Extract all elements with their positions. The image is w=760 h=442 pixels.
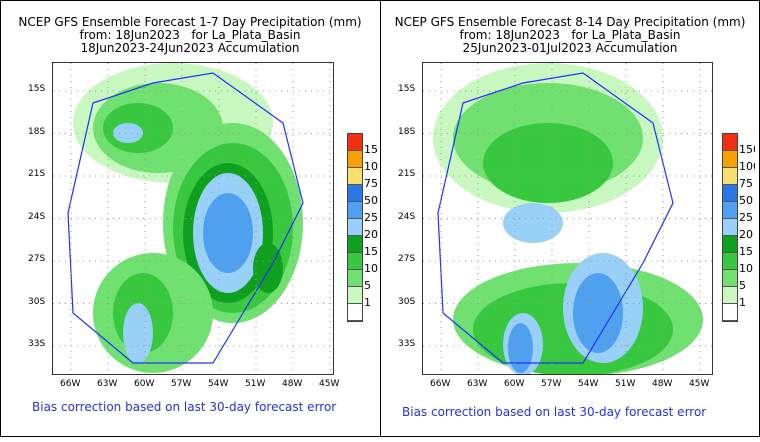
x-tick-label: 54W <box>578 379 599 389</box>
chart-subtitle2: 18Jun2023-24Jun2023 Accumulation <box>80 41 300 55</box>
precip-region <box>253 243 283 293</box>
x-tick-label: 60W <box>134 379 155 389</box>
legend-label: 10 <box>364 262 378 275</box>
legend-label: 15 <box>739 245 753 258</box>
x-tick-label: 57W <box>541 379 562 389</box>
color-legend <box>722 133 738 322</box>
legend-swatch <box>723 219 737 236</box>
y-tick-label: 30S <box>28 296 46 307</box>
y-tick-label: 27S <box>28 254 46 264</box>
x-tick-label: 66W <box>430 379 451 389</box>
legend-label: 20 <box>364 228 378 241</box>
x-tick-label: 51W <box>245 379 266 389</box>
legend-label: 100 <box>739 160 755 173</box>
legend-swatch <box>348 253 362 270</box>
legend-swatch <box>348 304 362 321</box>
x-tick-label: 54W <box>208 379 229 389</box>
x-tick-label: 63W <box>97 379 118 389</box>
legend-swatch <box>723 304 737 321</box>
y-tick-label: 18S <box>28 126 46 137</box>
legend-label: 150 <box>364 143 378 156</box>
precip-region <box>113 123 143 143</box>
x-tick-label: 45W <box>319 379 340 389</box>
x-tick-label: 60W <box>504 379 525 389</box>
legend-swatch <box>723 168 737 185</box>
chart-title: NCEP GFS Ensemble Forecast 8-14 Day Prec… <box>394 15 746 29</box>
legend-label: 15 <box>364 245 378 258</box>
y-tick-label: 30S <box>398 296 416 307</box>
y-tick-label: 15S <box>398 84 416 94</box>
legend-swatch <box>348 219 362 236</box>
precip-region <box>123 303 153 363</box>
y-tick-label: 33S <box>398 339 416 349</box>
legend-swatch <box>348 270 362 287</box>
legend-swatch <box>723 185 737 202</box>
color-legend <box>347 133 363 322</box>
y-tick-label: 24S <box>28 211 46 222</box>
legend-swatch <box>723 134 737 151</box>
y-tick-label: 27S <box>398 254 416 264</box>
x-tick-label: 48W <box>652 379 673 389</box>
legend-swatch <box>723 253 737 270</box>
basin-outline <box>67 72 304 364</box>
chart-subtitle1: from: 18Jun2023 for La_Plata_Basin <box>459 28 681 42</box>
precip-region <box>203 193 253 273</box>
legend-swatch <box>723 287 737 304</box>
legend-label: 75 <box>739 177 753 190</box>
basin-outline <box>437 72 674 364</box>
legend-swatch <box>348 134 362 151</box>
legend-label: 150 <box>739 143 755 156</box>
legend-swatch <box>723 151 737 168</box>
precip-region <box>573 273 623 353</box>
legend-label: 50 <box>364 194 378 207</box>
y-tick-label: 24S <box>398 211 416 222</box>
legend-label: 50 <box>739 194 753 207</box>
chart-subtitle2: 25Jun2023-01Jul2023 Accumulation <box>462 41 678 55</box>
legend-swatch <box>348 168 362 185</box>
legend-swatch <box>723 236 737 253</box>
legend-swatch <box>348 151 362 168</box>
precip-region <box>508 323 533 373</box>
legend-swatch <box>348 287 362 304</box>
x-tick-label: 66W <box>60 379 81 389</box>
y-tick-label: 15S <box>28 84 46 94</box>
y-tick-label: 18S <box>398 126 416 137</box>
y-tick-label: 21S <box>28 169 46 179</box>
legend-label: 1 <box>364 296 371 309</box>
legend-label: 75 <box>364 177 378 190</box>
precip-region <box>483 123 613 203</box>
bias-note: Bias correction based on last 30-day for… <box>32 400 337 414</box>
precip-map <box>52 62 334 375</box>
x-tick-label: 48W <box>282 379 303 389</box>
legend-swatch <box>348 202 362 219</box>
x-tick-label: 45W <box>689 379 710 389</box>
legend-swatch <box>723 202 737 219</box>
legend-label: 5 <box>364 279 371 292</box>
precip-map <box>422 62 713 375</box>
legend-label: 1 <box>739 296 746 309</box>
legend-label: 25 <box>739 211 753 224</box>
chart-subtitle1: from: 18Jun2023 for La_Plata_Basin <box>79 28 301 42</box>
bias-note: Bias correction based on last 30-day for… <box>402 405 707 419</box>
legend-label: 20 <box>739 228 753 241</box>
legend-swatch <box>723 270 737 287</box>
legend-label: 5 <box>739 279 746 292</box>
legend-swatch <box>348 236 362 253</box>
chart-title: NCEP GFS Ensemble Forecast 1-7 Day Preci… <box>18 15 362 29</box>
y-tick-label: 21S <box>398 169 416 179</box>
legend-label: 100 <box>364 160 378 173</box>
x-tick-label: 57W <box>171 379 192 389</box>
x-tick-label: 51W <box>615 379 636 389</box>
precip-region <box>503 203 563 243</box>
legend-label: 25 <box>364 211 378 224</box>
legend-swatch <box>348 185 362 202</box>
y-tick-label: 33S <box>28 339 46 349</box>
x-tick-label: 63W <box>467 379 488 389</box>
legend-label: 10 <box>739 262 753 275</box>
